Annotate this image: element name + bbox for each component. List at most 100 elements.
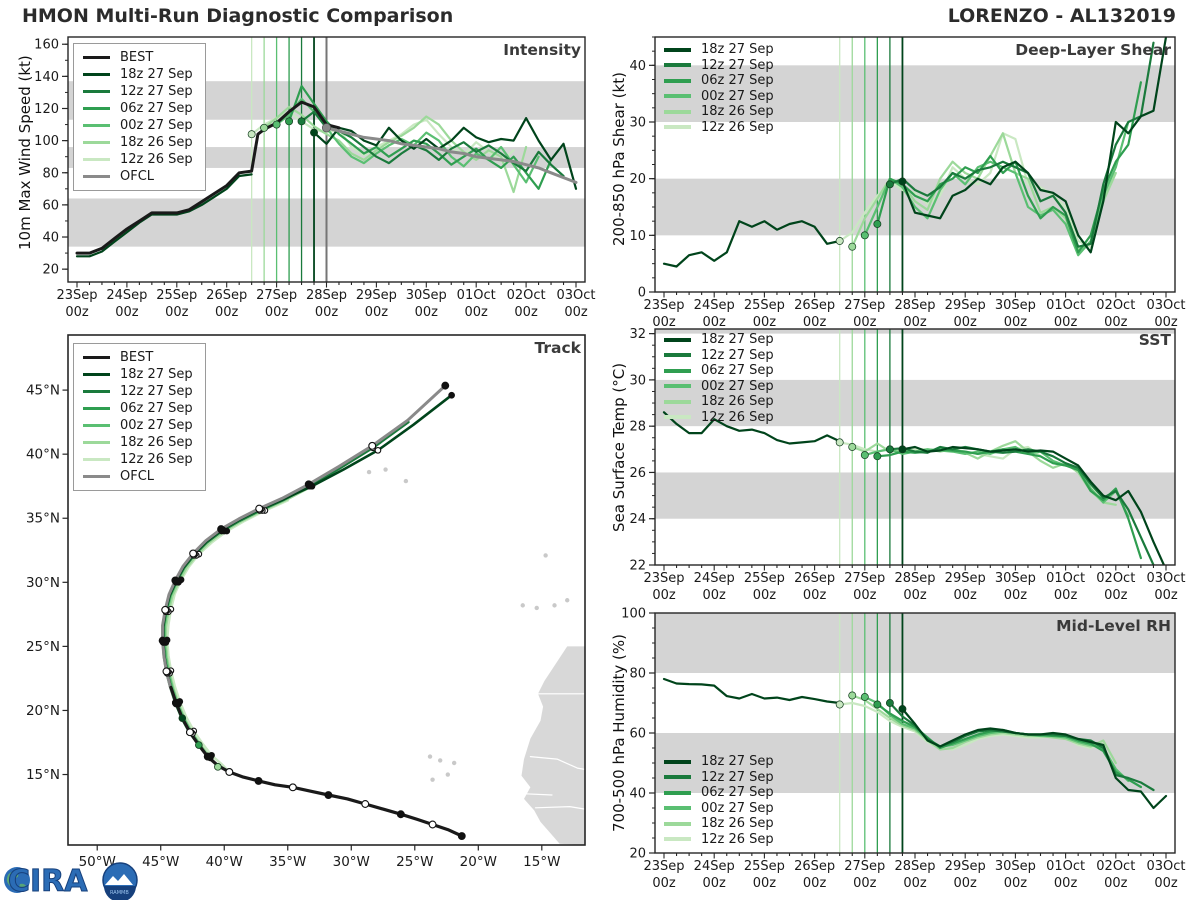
x-tick-date-label: 25Sep (744, 859, 785, 874)
island (445, 772, 451, 777)
island (437, 758, 443, 763)
x-tick-date-label: 27Sep (844, 298, 885, 313)
intensity-ofcl-line (325, 126, 578, 184)
x-tick-hour-label: 00z (903, 588, 927, 603)
x-tick-date-label: 02Oct (1096, 859, 1135, 874)
track-marker-open (374, 446, 382, 454)
legend-label: 18z 26 Sep (701, 104, 774, 120)
legend-swatch (664, 806, 691, 811)
legend-label: 06z 27 Sep (701, 363, 774, 379)
category-band (655, 329, 1175, 334)
legend-label: 00z 27 Sep (120, 118, 193, 133)
x-tick-hour-label: 00z (703, 315, 727, 330)
x-tick-hour-label: 00z (1054, 315, 1078, 330)
x-tick-hour-label: 00z (903, 315, 927, 330)
track-marker-open (288, 783, 297, 792)
init-marker (835, 700, 844, 709)
y-tick-label: 20 (629, 172, 646, 187)
legend-item-12z-26-sep: 12z 26 Sep (664, 410, 774, 426)
init-marker (860, 451, 869, 460)
x-tick-date-label: 26Sep (794, 298, 835, 313)
legend-item-ofcl: OFCL (83, 168, 193, 185)
y-tick-label: 100 (621, 607, 646, 622)
x-tick-hour-label: 00z (753, 315, 777, 330)
x-tick-date-label: 29Sep (945, 571, 986, 586)
legend-item-12z-26-sep: 12z 26 Sep (83, 151, 193, 168)
y-tick-label: 140 (34, 70, 59, 85)
y-tick-label: 60 (629, 727, 646, 742)
legend-label: 00z 27 Sep (701, 88, 774, 104)
legend-swatch (664, 837, 691, 842)
legend-item-06z-27-sep: 06z 27 Sep (664, 785, 774, 801)
legend-item-12z-27-sep: 12z 27 Sep (664, 58, 774, 74)
sst-frame (654, 328, 1176, 566)
init-marker (848, 691, 857, 700)
x-tick-hour-label: 00z (315, 305, 339, 320)
category-band (655, 613, 1175, 673)
y-tick-label: 0 (638, 286, 646, 301)
init-marker (873, 220, 882, 228)
x-tick-hour-label: 00z (652, 315, 676, 330)
legend-swatch (83, 389, 110, 394)
shear-history-line (662, 220, 841, 268)
init-marker (848, 242, 857, 251)
legend-swatch (664, 821, 691, 826)
cira-logo-text: CIRA (8, 864, 88, 899)
legend-swatch (664, 94, 691, 99)
legend-label: 18z 27 Sep (120, 67, 193, 82)
storm-title: LORENZO - AL132019 (947, 5, 1176, 27)
legend-item-18z-27-sep: 18z 27 Sep (83, 366, 193, 383)
legend-item-06z-27-sep: 06z 27 Sep (664, 73, 774, 89)
intensity-frame (67, 36, 586, 283)
legend-item-12z-26-sep: 12z 26 Sep (664, 832, 774, 848)
init-marker (310, 128, 318, 137)
x-tick-date-label: 23Sep (643, 571, 684, 586)
shear-frame (654, 36, 1176, 293)
init-marker (885, 180, 894, 189)
lat-tick-label: 30°N (26, 575, 60, 591)
legend-label: 18z 26 Sep (120, 135, 193, 150)
x-tick-hour-label: 00z (1004, 315, 1028, 330)
init-marker (898, 445, 907, 454)
legend-swatch (83, 123, 110, 128)
track-marker-filled (457, 832, 466, 840)
x-tick-date-label: 26Sep (794, 571, 835, 586)
init-marker (885, 445, 894, 454)
island (403, 478, 409, 484)
legend-swatch (83, 89, 110, 94)
x-tick-date-label: 30Sep (995, 859, 1036, 874)
legend-label: 12z 27 Sep (120, 84, 193, 99)
legend-item-12z-27-sep: 12z 27 Sep (83, 383, 193, 400)
y-tick-label: 60 (42, 198, 59, 213)
intensity-panel: 23Sep 00z 24Sep 00z 25Sep 00z 26Sep 00z 27Sep 00z… (34, 36, 596, 320)
island (430, 777, 435, 782)
x-tick-date-label: 24Sep (694, 298, 735, 313)
legend-swatch (664, 759, 691, 764)
x-tick-date-label: 29Sep (945, 298, 986, 313)
legend-swatch (83, 355, 110, 360)
legend-label: 12z 26 Sep (701, 409, 774, 425)
shear-panel: 23Sep 00z 24Sep 00z 25Sep 00z 26Sep 00z 27Sep 00z… (629, 36, 1186, 330)
island (543, 553, 548, 558)
legend-item-00z-27-sep: 00z 27 Sep (83, 117, 193, 134)
intensity-history-line (75, 173, 253, 258)
island (451, 760, 457, 766)
legend-label: OFCL (120, 469, 155, 484)
legend-item-18z-27-sep: 18z 27 Sep (83, 66, 193, 83)
x-tick-hour-label: 00z (215, 305, 239, 320)
x-tick-hour-label: 00z (803, 315, 827, 330)
legend-item-18z-27-sep: 18z 27 Sep (664, 332, 774, 348)
x-tick-date-label: 01Oct (1046, 298, 1085, 313)
y-tick-label: 30 (629, 373, 646, 388)
country-border (522, 793, 553, 796)
island (565, 598, 570, 603)
x-tick-date-label: 23Sep (643, 859, 684, 874)
lon-tick-label: 35°W (269, 854, 306, 870)
legend-item-18z-26-sep: 18z 26 Sep (664, 816, 774, 832)
y-tick-label: 160 (34, 38, 59, 53)
lat-tick-label: 20°N (26, 703, 60, 719)
legend-label: BEST (120, 350, 154, 365)
x-tick-hour-label: 00z (1154, 588, 1178, 603)
legend-swatch (664, 415, 691, 420)
track-panel-title: Track (534, 339, 581, 357)
